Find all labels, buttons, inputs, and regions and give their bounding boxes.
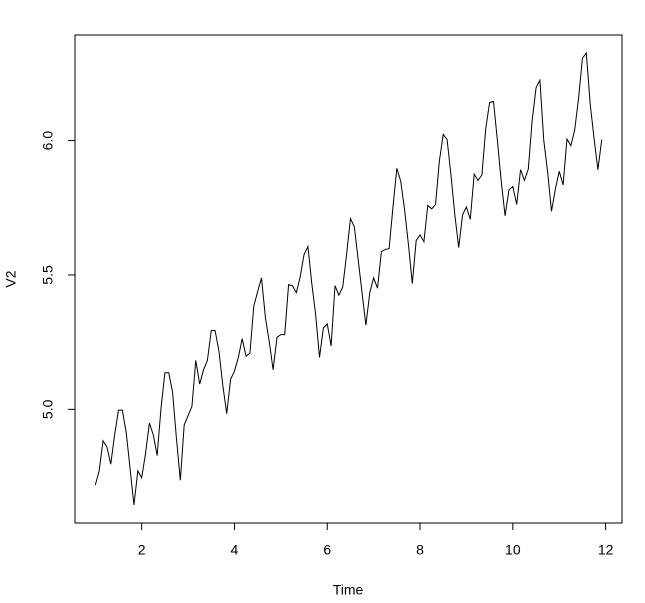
x-tick-label: 12 — [598, 542, 614, 558]
y-tick-label: 5.5 — [40, 265, 56, 285]
x-tick-label: 10 — [505, 542, 521, 558]
x-axis-label: Time — [333, 582, 364, 598]
y-tick-label: 5.0 — [40, 399, 56, 419]
x-tick-label: 4 — [231, 542, 239, 558]
x-tick-label: 8 — [416, 542, 424, 558]
series-line — [94, 51, 603, 506]
y-tick-label: 6.0 — [40, 131, 56, 151]
y-axis-label: V2 — [3, 270, 19, 287]
x-tick-label: 2 — [138, 542, 146, 558]
plot-box — [74, 34, 623, 524]
x-tick-label: 6 — [323, 542, 331, 558]
